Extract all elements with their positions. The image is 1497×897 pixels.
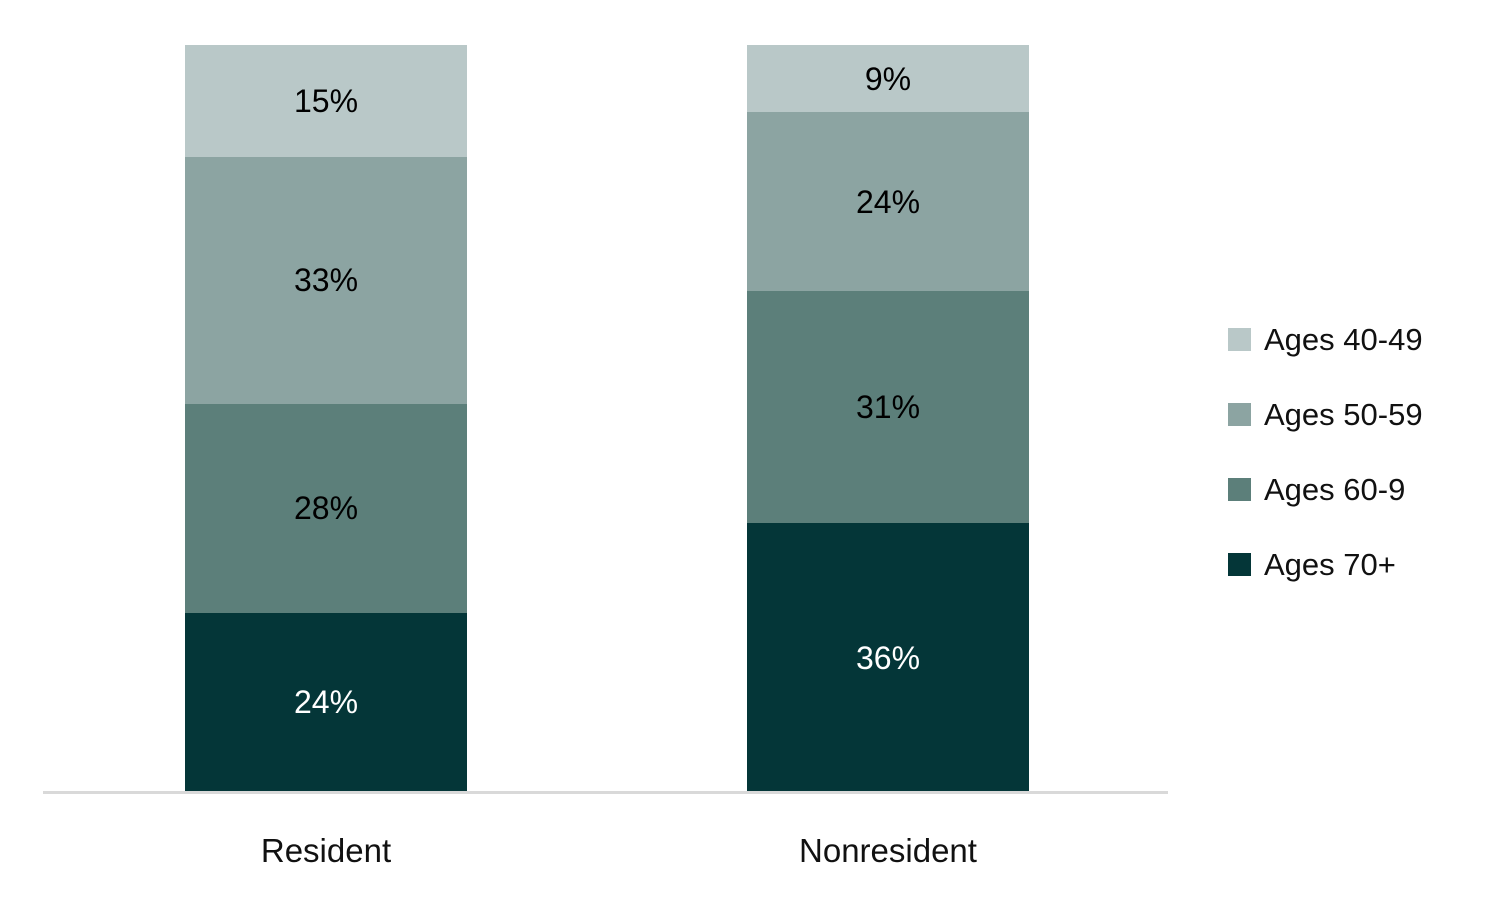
legend-item: Ages 40-49	[1228, 321, 1423, 357]
legend-item: Ages 60-9	[1228, 471, 1423, 507]
segment-value-label: 24%	[293, 684, 359, 721]
legend-label: Ages 40-49	[1264, 321, 1423, 357]
segment-value-label: 24%	[855, 183, 921, 220]
legend-swatch-icon	[1228, 328, 1251, 351]
legend-item: Ages 50-59	[1228, 396, 1423, 432]
segment-value-label: 36%	[855, 639, 921, 676]
segment-value-label: 31%	[855, 389, 921, 426]
legend-label: Ages 60-9	[1264, 471, 1406, 507]
legend-swatch-icon	[1228, 553, 1251, 576]
category-label: Resident	[260, 832, 392, 869]
legend-swatch-icon	[1228, 478, 1251, 501]
bar-segment: 15%	[185, 45, 467, 158]
bar-segment: 33%	[185, 157, 467, 404]
legend-item: Ages 70+	[1228, 546, 1423, 582]
bar-segment: 31%	[747, 291, 1029, 524]
bar-segment: 9%	[747, 45, 1029, 113]
bar-segment: 24%	[185, 612, 467, 792]
legend-label: Ages 70+	[1264, 546, 1396, 582]
category-label: Nonresident	[799, 832, 977, 869]
segment-value-label: 15%	[293, 83, 359, 120]
bar-segment: 28%	[185, 403, 467, 613]
segment-value-label: 9%	[864, 60, 912, 97]
legend-label: Ages 50-59	[1264, 396, 1423, 432]
segment-value-label: 28%	[293, 490, 359, 527]
bar-segment: 24%	[747, 112, 1029, 292]
bar-segment: 36%	[747, 523, 1029, 792]
bar-nonresident: 9% 24% 31% 36%	[747, 45, 1029, 792]
bar-resident: 15% 33% 28% 24%	[185, 45, 467, 792]
x-axis-line	[43, 791, 1168, 794]
legend: Ages 40-49 Ages 50-59 Ages 60-9 Ages 70+	[1228, 321, 1423, 582]
segment-value-label: 33%	[293, 262, 359, 299]
legend-swatch-icon	[1228, 403, 1251, 426]
